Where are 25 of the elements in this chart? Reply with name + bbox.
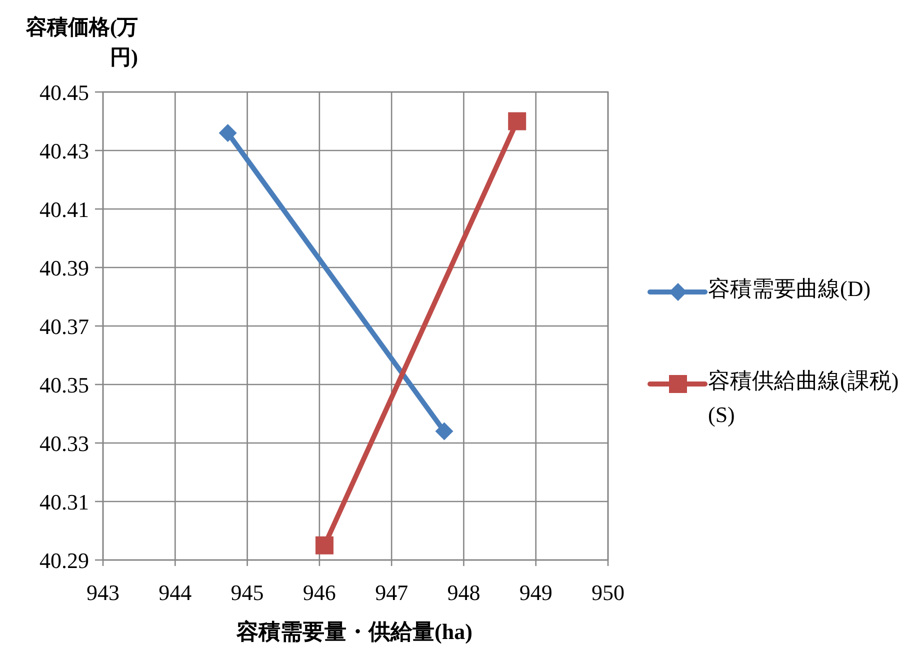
y-tick-label: 40.31 xyxy=(40,490,89,514)
y-tick-label: 40.35 xyxy=(40,372,89,398)
x-tick-label: 948 xyxy=(447,580,480,605)
x-tick-label: 947 xyxy=(375,580,408,605)
x-tick-label: 943 xyxy=(86,580,120,605)
point xyxy=(435,422,454,440)
y-tick-label: 40.33 xyxy=(40,431,89,456)
y-tick-label: 40.41 xyxy=(40,197,89,222)
point xyxy=(315,536,334,554)
point xyxy=(218,124,237,142)
point xyxy=(508,112,526,130)
y-tick-label: 40.45 xyxy=(40,80,89,105)
x-tick-label: 949 xyxy=(519,580,552,605)
y-tick-label: 40.37 xyxy=(40,314,89,339)
x-tick-label: 944 xyxy=(158,580,192,605)
x-tick-label: 945 xyxy=(230,580,264,605)
x-axis-title: 容積需要量・供給量(ha) xyxy=(236,618,474,646)
x-tick-label: 950 xyxy=(592,580,624,605)
y-tick-label: 40.39 xyxy=(40,256,89,280)
y-tick-label: 40.29 xyxy=(40,548,89,573)
legend-label: 容積需要曲線(D) xyxy=(708,275,872,303)
x-tick-label: 946 xyxy=(302,580,336,605)
y-tick-label: 40.43 xyxy=(40,138,89,164)
legend-label: 容積供給曲線(課税)(S) xyxy=(708,367,900,429)
y-axis-title: 容積価格(万円) xyxy=(25,14,138,71)
